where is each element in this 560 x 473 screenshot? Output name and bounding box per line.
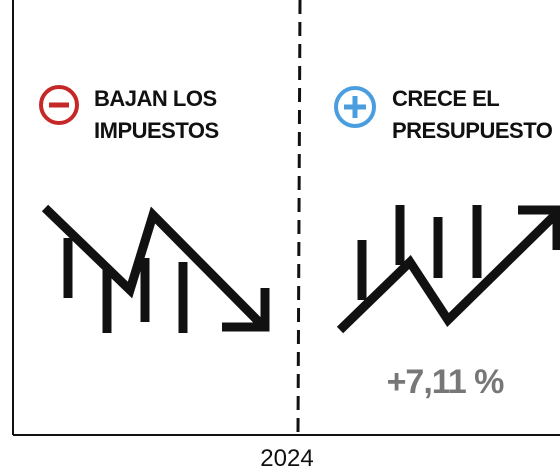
minus-icon <box>41 87 77 123</box>
plus-icon <box>336 88 374 126</box>
right-title: CRECE EL <box>392 86 499 111</box>
axis-label: 2024 <box>260 445 313 472</box>
stat: +7,11 % <box>387 363 505 401</box>
left-title: BAJAN LOS <box>94 86 217 111</box>
down-trend-icon <box>45 208 265 333</box>
up-trend-icon <box>340 205 557 330</box>
left-title: IMPUESTOS <box>94 118 219 143</box>
infographic: 2024 BAJAN LOS IMPUESTOS CRECE EL PRESUP… <box>0 0 560 473</box>
right-title: PRESUPUESTO <box>392 118 553 143</box>
divider <box>298 0 300 432</box>
